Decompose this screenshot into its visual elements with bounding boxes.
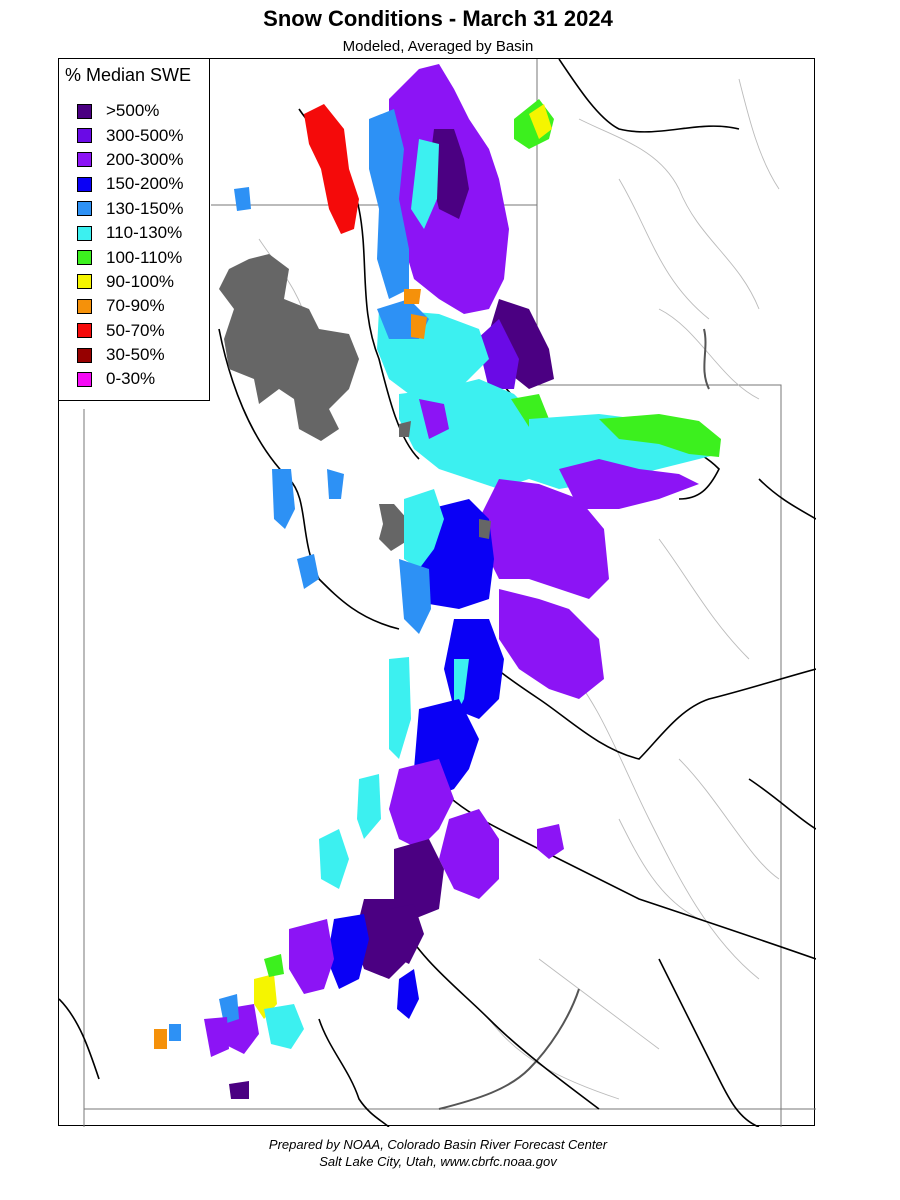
- map-subtitle: Modeled, Averaged by Basin: [342, 38, 534, 55]
- legend-swatch: [77, 347, 92, 363]
- legend-item: 30-50%: [77, 343, 184, 367]
- map-title: Snow Conditions - March 31 2024: [263, 6, 613, 31]
- legend-swatch: [77, 176, 92, 192]
- reservoirs: [438, 328, 710, 1110]
- legend-label: 30-50%: [106, 345, 165, 365]
- map-legend: % Median SWE >500% 300-500% 200-300% 150…: [58, 58, 210, 401]
- legend-item: 130-150%: [77, 197, 184, 221]
- lakes-small: [399, 421, 491, 539]
- legend-item: 70-90%: [77, 294, 184, 318]
- footer-location: Salt Lake City, Utah, www.cbrfc.noaa.gov: [319, 1154, 557, 1169]
- rivers: [258, 78, 780, 1100]
- legend-swatch: [77, 274, 92, 290]
- legend-swatch: [77, 250, 92, 266]
- footer-credit: Prepared by NOAA, Colorado Basin River F…: [268, 1137, 608, 1152]
- legend-label: 70-90%: [106, 296, 165, 316]
- snow-map: [59, 59, 816, 1127]
- legend-label: 110-130%: [106, 223, 183, 243]
- snow-basin-polygons: [154, 64, 721, 1099]
- legend-label: 130-150%: [106, 198, 184, 218]
- legend-item: 300-500%: [77, 123, 184, 147]
- legend-swatch: [77, 152, 92, 168]
- legend-item: 200-300%: [77, 148, 184, 172]
- map-area[interactable]: [58, 58, 816, 1127]
- legend-swatch: [77, 323, 92, 339]
- legend-label: 0-30%: [106, 369, 156, 389]
- legend-item: 90-100%: [77, 270, 184, 294]
- legend-item: 110-130%: [77, 221, 184, 245]
- legend-swatch: [77, 225, 92, 241]
- legend-label: 200-300%: [106, 149, 184, 169]
- legend-item: 50-70%: [77, 319, 184, 343]
- legend-label: 100-110%: [106, 247, 183, 267]
- legend-item: 100-110%: [77, 245, 184, 269]
- legend-item: 150-200%: [77, 172, 184, 196]
- legend-swatch: [77, 298, 92, 314]
- legend-label: 300-500%: [106, 125, 184, 145]
- legend-item: >500%: [77, 99, 184, 123]
- legend-swatch: [77, 103, 92, 119]
- legend-title: % Median SWE: [65, 65, 192, 85]
- legend-items: >500% 300-500% 200-300% 150-200% 130-150…: [77, 99, 184, 392]
- legend-swatch: [77, 201, 92, 217]
- legend-label: >500%: [106, 101, 160, 121]
- legend-label: 50-70%: [106, 320, 165, 340]
- legend-label: 150-200%: [106, 174, 184, 194]
- legend-swatch: [77, 371, 92, 387]
- legend-swatch: [77, 128, 92, 144]
- legend-item: 0-30%: [77, 367, 184, 391]
- legend-label: 90-100%: [106, 271, 175, 291]
